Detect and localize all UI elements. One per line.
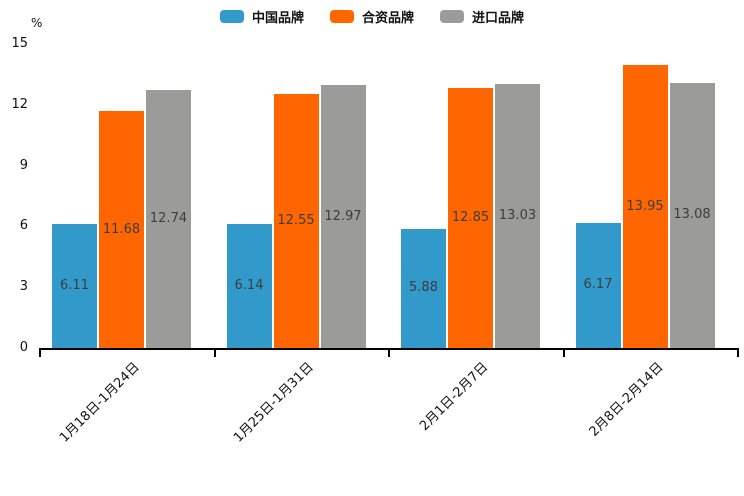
legend-swatch-icon [329,10,354,23]
bar-value-label: 13.95 [626,198,664,214]
legend: 中国品牌 合资品牌 进口品牌 [0,7,744,26]
bar [575,222,621,348]
bar-value-label: 6.17 [583,277,613,293]
bar [495,83,540,348]
bar-value-label: 12.97 [324,208,362,224]
legend-label: 中国品牌 [251,11,304,26]
bar-value-label: 12.55 [277,212,315,228]
bar [669,82,715,348]
legend-item: 合资品牌 [329,7,414,26]
legend-label: 进口品牌 [472,11,525,26]
x-axis-tick [388,348,390,357]
legend-swatch-icon [219,10,244,23]
x-tick-label: 2月8日-2月14日 [586,359,667,440]
x-axis-tick [737,348,739,357]
bar-value-label: 6.14 [234,277,264,293]
bar [622,65,668,348]
y-axis-unit-label: % [31,16,43,30]
legend-item: 进口品牌 [440,7,524,26]
x-axis-tick [39,348,41,357]
bar [320,85,366,348]
bar-value-label: 6.11 [60,278,89,294]
y-tick-label: 12 [11,96,28,112]
legend-label: 合资品牌 [361,11,414,26]
y-tick-label: 15 [11,36,28,51]
legend-item: 中国品牌 [219,7,304,26]
bar [99,111,144,348]
bar [146,89,191,348]
y-tick-label: 3 [19,279,28,295]
bar-value-label: 11.68 [102,221,141,237]
x-tick-label: 1月25日-1月31日 [231,359,318,446]
legend-swatch-icon [440,10,464,23]
bar-value-label: 13.03 [498,207,537,223]
y-tick-label: 0 [19,340,28,355]
y-tick-label: 9 [19,157,28,173]
bar-value-label: 12.74 [149,210,188,226]
bar [401,228,446,348]
y-tick-label: 6 [19,218,28,234]
bar [273,93,319,348]
bar-value-label: 12.85 [451,209,490,225]
bar [226,223,272,348]
bar [52,224,97,348]
x-tick-label: 1月18日-1月24日 [56,359,143,446]
x-tick-label: 2月1日-2月7日 [417,359,492,434]
bar [448,87,493,348]
bar-value-label: 13.08 [673,207,711,223]
bar-value-label: 5.88 [409,280,438,296]
x-axis-tick [562,348,565,357]
x-axis-tick [213,348,216,357]
